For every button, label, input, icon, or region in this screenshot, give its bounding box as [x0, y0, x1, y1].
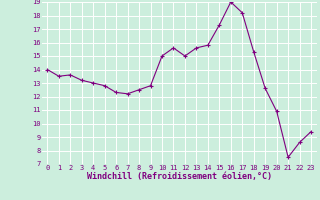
- X-axis label: Windchill (Refroidissement éolien,°C): Windchill (Refroidissement éolien,°C): [87, 172, 272, 181]
